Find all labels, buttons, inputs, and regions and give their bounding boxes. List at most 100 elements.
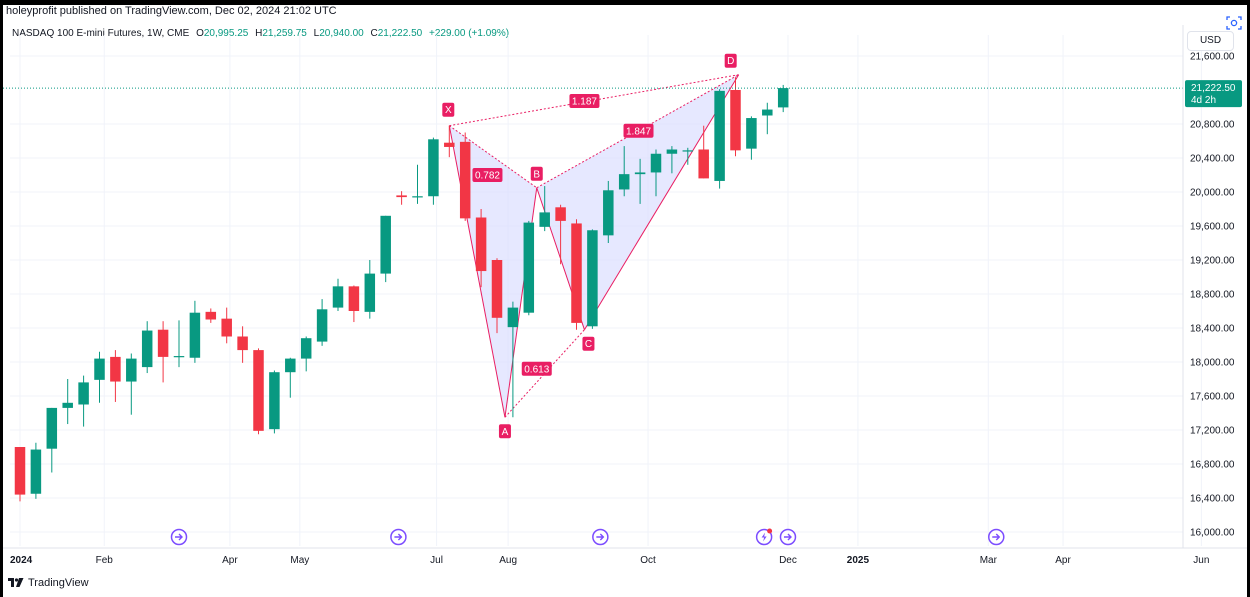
candle[interactable] (682, 147, 694, 165)
time-tick-label: 2024 (10, 555, 33, 566)
candle[interactable] (714, 89, 725, 189)
candle[interactable] (316, 299, 328, 346)
candle[interactable] (14, 447, 26, 502)
candle[interactable] (269, 370, 280, 434)
candle-body (332, 286, 344, 308)
last-price-badge (1185, 80, 1242, 108)
price-tick-label: 16,400.00 (1190, 494, 1235, 505)
price-tick-label: 19,200.00 (1190, 256, 1235, 267)
candle[interactable] (126, 353, 137, 415)
pattern-ratio-badge: 0.782 (472, 168, 503, 182)
candle[interactable] (300, 336, 312, 372)
candle[interactable] (253, 348, 264, 435)
candle[interactable] (730, 77, 741, 157)
pattern-point-label: B (533, 169, 540, 180)
candle[interactable] (157, 321, 169, 383)
pattern-point-badge (498, 424, 511, 439)
price-tick-label: 21,600.00 (1190, 52, 1235, 63)
time-tick-label: Mar (980, 555, 998, 566)
pattern-ratio-line (536, 74, 739, 189)
pattern-ratio-bg (623, 123, 654, 138)
event-arrow-icon[interactable] (592, 528, 609, 546)
candle-body (459, 141, 471, 219)
camera-icon[interactable] (1225, 14, 1243, 32)
candle[interactable] (78, 375, 89, 427)
candle[interactable] (507, 301, 519, 418)
candle[interactable] (618, 146, 630, 197)
candle[interactable] (571, 219, 582, 330)
candle[interactable] (94, 351, 105, 403)
candle[interactable] (412, 164, 423, 204)
event-arrow-icon[interactable] (170, 528, 188, 546)
candle[interactable] (523, 220, 535, 316)
event-arrow-icon[interactable] (390, 528, 407, 546)
candle[interactable] (459, 132, 471, 221)
candle-body (714, 90, 725, 181)
candle[interactable] (634, 158, 646, 204)
candle-body (428, 139, 439, 197)
candle[interactable] (603, 180, 614, 243)
price-tick-label: 18,000.00 (1190, 358, 1235, 369)
candle-body (189, 312, 201, 358)
event-arrow-icon[interactable] (779, 528, 797, 546)
candle[interactable] (364, 260, 376, 319)
price-tick-label: 20,000.00 (1190, 188, 1235, 199)
candle[interactable] (698, 125, 709, 179)
brand-name: TradingView (28, 577, 89, 589)
candle[interactable] (62, 379, 73, 425)
candle[interactable] (444, 125, 455, 158)
pattern-point-x: X (442, 102, 455, 117)
symbol-title[interactable]: NASDAQ 100 E-mini Futures, 1W, CME (12, 28, 190, 39)
candle[interactable] (348, 285, 360, 323)
candle-body (762, 109, 773, 116)
candle[interactable] (650, 149, 662, 197)
candle[interactable] (587, 229, 598, 329)
time-tick-label: Apr (1055, 555, 1071, 566)
tradingview-brand[interactable]: TradingView (8, 577, 89, 589)
pattern-ratio-bg (472, 168, 503, 182)
candle[interactable] (539, 186, 550, 232)
candle[interactable] (332, 278, 344, 311)
candle[interactable] (777, 84, 789, 113)
candle[interactable] (746, 116, 757, 160)
lightning-icon[interactable] (755, 528, 773, 546)
candle[interactable] (46, 407, 58, 473)
candle[interactable] (30, 442, 42, 499)
price-tick-label: 20,400.00 (1190, 154, 1235, 165)
candle[interactable] (428, 137, 439, 205)
candle-body (618, 174, 630, 190)
candle[interactable] (396, 191, 407, 205)
candle[interactable] (221, 307, 232, 344)
candle[interactable] (762, 102, 773, 135)
candle[interactable] (285, 357, 296, 398)
candle-body (157, 329, 169, 357)
candle[interactable] (666, 146, 678, 174)
last-price-label: 21,222.50 (1191, 83, 1236, 94)
pattern-point-label: C (585, 339, 592, 350)
currency-button[interactable]: USD (1187, 31, 1234, 51)
event-arrow-icon[interactable] (988, 528, 1005, 546)
candle-body (253, 350, 264, 431)
candle-body (730, 90, 741, 151)
candle-body (444, 142, 455, 147)
candle[interactable] (205, 308, 217, 323)
candle[interactable] (141, 321, 153, 374)
candle[interactable] (173, 320, 185, 368)
pattern-point-a: A (498, 424, 511, 439)
candle[interactable] (555, 204, 566, 265)
candle[interactable] (475, 209, 487, 288)
candle-body (237, 336, 248, 351)
candle[interactable] (380, 215, 391, 283)
price-tick-label: 16,800.00 (1190, 460, 1235, 471)
candle[interactable] (189, 300, 201, 363)
event-arrow (596, 533, 605, 541)
candle[interactable] (491, 258, 503, 334)
candle-body (777, 88, 789, 108)
candle[interactable] (237, 326, 248, 363)
candle[interactable] (110, 350, 121, 402)
pattern-point-c: C (582, 336, 595, 351)
pattern-ratio-label: 1.847 (626, 126, 651, 137)
candle-body (300, 338, 312, 359)
